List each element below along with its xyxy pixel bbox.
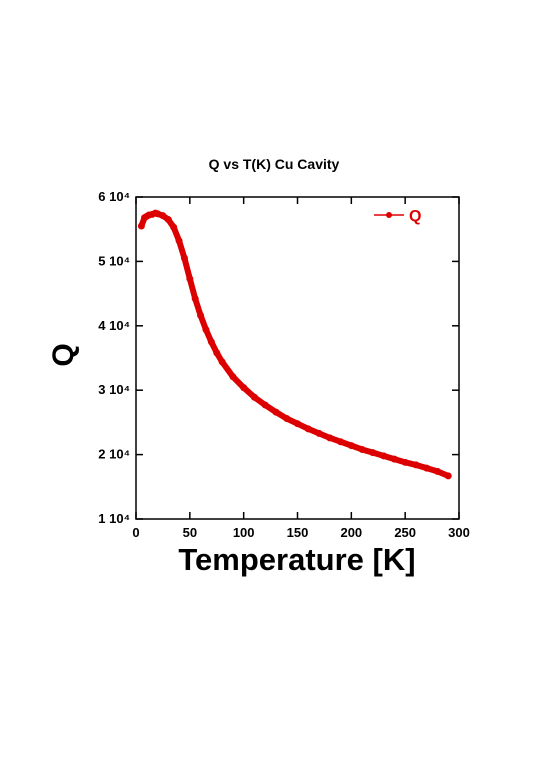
data-point <box>229 373 237 381</box>
y-tick-label: 6 10⁴ <box>98 189 130 204</box>
data-point <box>283 415 291 423</box>
data-point <box>412 461 420 469</box>
data-point <box>433 467 441 475</box>
x-axis-label: Temperature [K] <box>178 542 415 577</box>
data-point <box>164 216 172 224</box>
data-point <box>170 223 178 231</box>
legend-marker <box>386 212 392 218</box>
chart-title: Q vs T(K) Cu Cavity <box>209 156 340 172</box>
x-tick-label: 150 <box>287 525 309 540</box>
data-point <box>191 295 199 303</box>
data-point <box>401 458 409 466</box>
data-point <box>202 326 210 334</box>
data-point <box>272 408 280 416</box>
data-point <box>154 210 162 218</box>
data-point <box>347 442 355 450</box>
data-point <box>186 275 194 283</box>
plot-frame <box>135 196 460 520</box>
y-tick-label: 4 10⁴ <box>98 318 130 333</box>
data-point <box>213 349 221 357</box>
x-tick-label: 50 <box>183 525 197 540</box>
data-point <box>159 212 167 220</box>
legend-label: Q <box>409 208 421 225</box>
data-point <box>380 452 388 460</box>
data-point <box>294 420 301 428</box>
data-point <box>240 384 248 392</box>
data-point <box>326 434 334 442</box>
y-tick-label: 2 10⁴ <box>98 447 130 462</box>
data-point <box>207 338 215 346</box>
data-line <box>138 210 450 479</box>
y-axis-label: Q <box>47 343 80 366</box>
data-point <box>197 311 205 319</box>
data-point <box>315 429 323 437</box>
data-point <box>304 425 312 433</box>
data-point <box>390 455 398 463</box>
x-tick-label: 300 <box>448 525 470 540</box>
data-point <box>250 393 258 401</box>
data-point <box>369 449 377 457</box>
x-tick-label: 100 <box>233 525 255 540</box>
data-point <box>337 438 345 446</box>
data-point <box>175 237 183 245</box>
x-tick-label: 0 <box>132 525 139 540</box>
y-tick-label: 3 10⁴ <box>98 382 130 397</box>
x-tick-label: 200 <box>340 525 362 540</box>
data-point <box>261 401 269 409</box>
x-tick-label: 250 <box>394 525 416 540</box>
data-point <box>137 222 145 230</box>
data-point <box>218 358 226 366</box>
y-tick-label: 5 10⁴ <box>98 253 130 268</box>
data-point <box>423 464 431 472</box>
y-tick-label: 1 10⁴ <box>98 511 130 526</box>
data-point <box>180 254 188 262</box>
data-point <box>358 445 366 453</box>
data-point <box>444 472 452 480</box>
